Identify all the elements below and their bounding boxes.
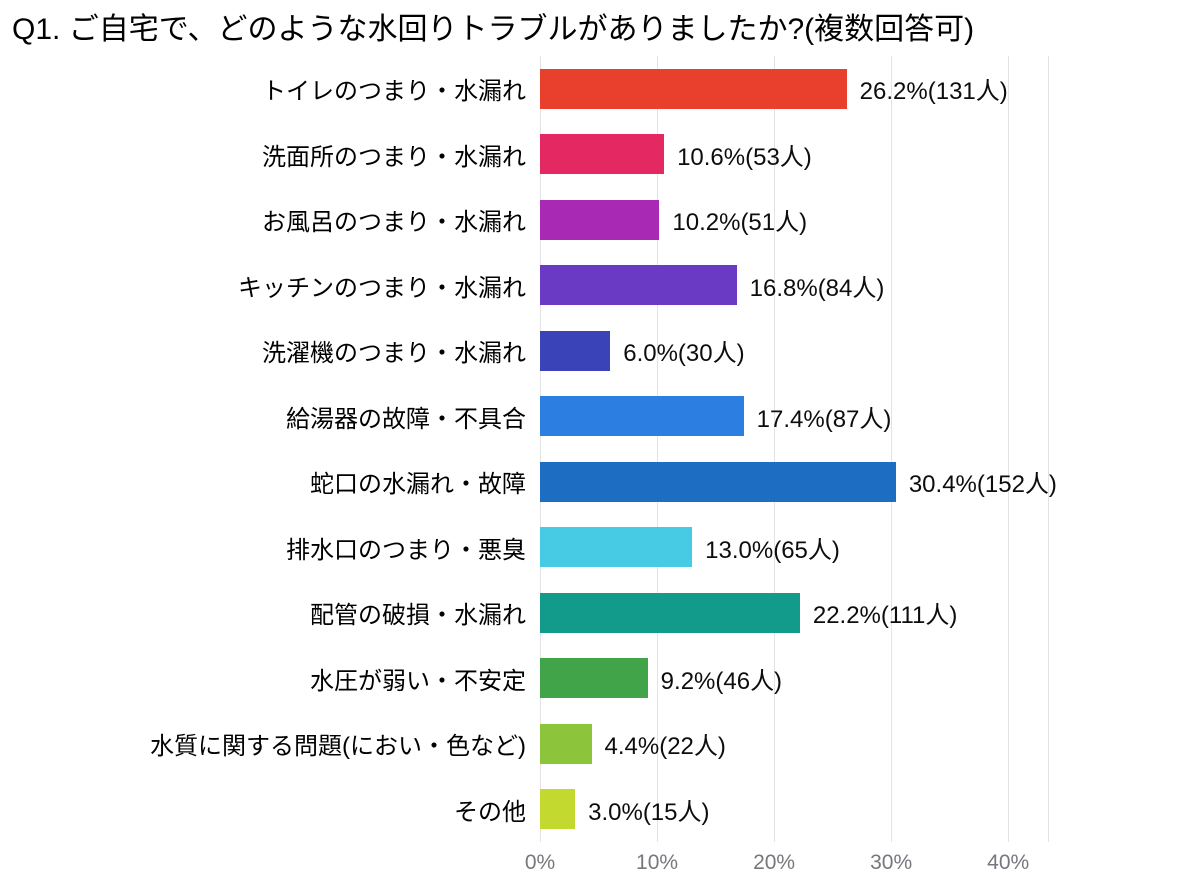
x-tick-label: 0% — [524, 851, 556, 874]
bar-row: 洗面所のつまり・水漏れ 10.6%(53人) — [0, 122, 1200, 188]
bar-track: 16.8%(84人) — [540, 265, 1048, 306]
category-label: その他 — [454, 798, 526, 826]
category-label: お風呂のつまり・水漏れ — [262, 209, 526, 237]
gridline-layer — [540, 56, 1049, 842]
bar-row: 水圧が弱い・不安定 9.2%(46人) — [0, 646, 1200, 712]
bar — [540, 723, 592, 764]
category-label: 排水口のつまり・悪臭 — [286, 536, 526, 564]
bar — [540, 68, 847, 109]
value-label: 13.0%(65人) — [705, 536, 840, 564]
bar — [540, 789, 576, 830]
x-tick-label: 20% — [753, 851, 796, 874]
value-label: 6.0%(30人) — [623, 340, 745, 368]
category-label: 水質に関する問題(におい・色など) — [150, 733, 526, 761]
bar-track: 9.2%(46人) — [540, 658, 1048, 699]
value-label: 9.2%(46人) — [660, 667, 783, 695]
category-label: 洗濯機のつまり・水漏れ — [262, 340, 526, 368]
gridline — [774, 56, 776, 842]
bar-track: 6.0%(30人) — [540, 330, 1048, 371]
value-label: 3.0%(15人) — [588, 798, 710, 826]
x-tick-label: 10% — [636, 851, 679, 874]
bar-track: 26.2%(131人) — [540, 68, 1048, 109]
value-label: 26.2%(131人) — [859, 78, 1008, 106]
category-label: トイレのつまり・水漏れ — [262, 78, 526, 106]
value-label: 22.2%(111人) — [812, 602, 958, 630]
bar — [540, 527, 693, 568]
bar — [540, 658, 648, 699]
category-label: 水圧が弱い・不安定 — [310, 667, 526, 695]
category-label: キッチンのつまり・水漏れ — [238, 274, 526, 302]
bar-track: 22.2%(111人) — [540, 592, 1048, 633]
gridline — [657, 56, 659, 842]
bar-track: 3.0%(15人) — [540, 789, 1048, 830]
bar-rows: トイレのつまり・水漏れ 26.2%(131人) 洗面所のつまり・水漏れ 10.6%(5… — [0, 56, 1200, 842]
value-label: 16.8%(84人) — [749, 274, 885, 302]
gridline — [540, 56, 541, 842]
bar-row: キッチンのつまり・水漏れ 16.8%(84人) — [0, 253, 1200, 319]
value-label: 17.4%(87人) — [756, 405, 892, 433]
bar-row: 配管の破損・水漏れ 22.2%(111人) — [0, 580, 1200, 646]
category-label: 給湯器の故障・不具合 — [286, 405, 526, 433]
bar-row: 給湯器の故障・不具合 17.4%(87人) — [0, 384, 1200, 450]
bar — [540, 265, 737, 306]
bar-track: 30.4%(152人) — [540, 461, 1057, 502]
bar-row: お風呂のつまり・水漏れ 10.2%(51人) — [0, 187, 1200, 253]
category-label: 洗面所のつまり・水漏れ — [262, 143, 526, 171]
value-label: 10.2%(51人) — [672, 209, 808, 237]
gridline — [1008, 56, 1010, 842]
bar-row: 排水口のつまり・悪臭 13.0%(65人) — [0, 515, 1200, 581]
value-label: 30.4%(152人) — [908, 471, 1057, 499]
bar — [540, 461, 896, 502]
bar-row: 水質に関する問題(におい・色など) 4.4%(22人) — [0, 711, 1200, 777]
x-tick-label: 40% — [987, 851, 1030, 874]
bar-row: 蛇口の水漏れ・故障 30.4%(152人) — [0, 449, 1200, 515]
gridline — [891, 56, 893, 842]
bar — [540, 330, 611, 371]
plot-area: トイレのつまり・水漏れ 26.2%(131人) 洗面所のつまり・水漏れ 10.6%(5… — [0, 56, 1200, 842]
bar — [540, 199, 660, 240]
bar-track: 4.4%(22人) — [540, 723, 1048, 764]
bar — [540, 592, 800, 633]
bar — [540, 134, 665, 175]
x-tick-label: 30% — [870, 851, 913, 874]
bar — [540, 396, 744, 437]
category-label: 蛇口の水漏れ・故障 — [310, 471, 526, 499]
category-label: 配管の破損・水漏れ — [310, 602, 526, 630]
bar-row: トイレのつまり・水漏れ 26.2%(131人) — [0, 56, 1200, 122]
bar-chart: トイレのつまり・水漏れ 26.2%(131人) 洗面所のつまり・水漏れ 10.6%(5… — [0, 56, 1200, 890]
bar-track: 10.6%(53人) — [540, 134, 1048, 175]
gridline — [1048, 56, 1049, 842]
bar-track: 13.0%(65人) — [540, 527, 1048, 568]
chart-title: Q1. ご自宅で、どのような水回りトラブルがありましたか?(複数回答可) — [12, 13, 975, 46]
value-label: 10.6%(53人) — [677, 143, 812, 171]
bar-row: その他 3.0%(15人) — [0, 777, 1200, 843]
bar-row: 洗濯機のつまり・水漏れ 6.0%(30人) — [0, 318, 1200, 384]
value-label: 4.4%(22人) — [604, 733, 726, 761]
bar-track: 17.4%(87人) — [540, 396, 1048, 437]
x-axis: 0% 10% 20% 30% 40% — [525, 842, 1048, 890]
bar-track: 10.2%(51人) — [540, 199, 1048, 240]
